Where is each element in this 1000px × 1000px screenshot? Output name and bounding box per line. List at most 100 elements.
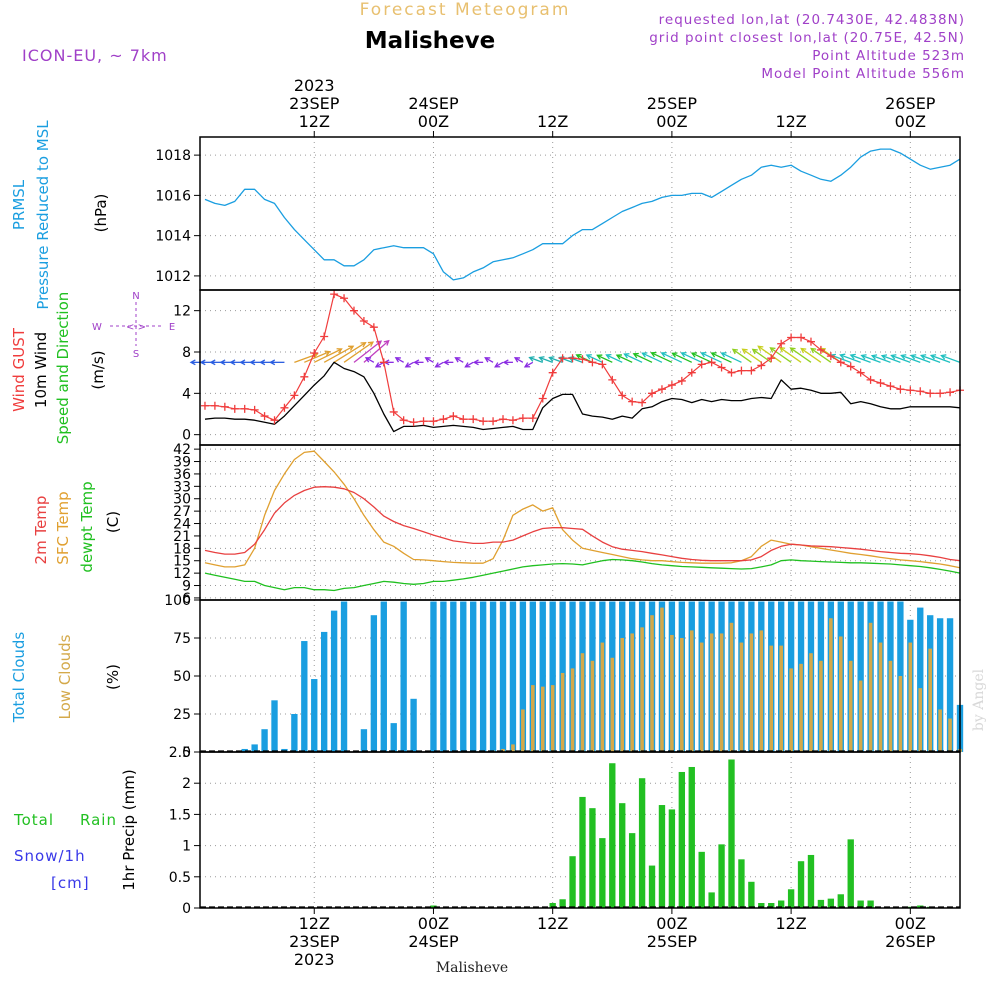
wind-direction-arrow (810, 348, 832, 363)
wind-gust-marker (459, 415, 468, 424)
y-tick-label: 36 (173, 467, 191, 483)
wind-direction-arrow (395, 357, 404, 363)
bottom-time-label: 2023 (294, 950, 335, 969)
low-cloud-bar (560, 672, 565, 752)
low-cloud-bar (709, 633, 714, 752)
wind-gust-marker (648, 389, 657, 398)
wind-gust-marker (667, 381, 676, 390)
wind-gust-marker (320, 332, 329, 341)
rain-bar (718, 844, 725, 908)
y-tick-label: 9 (182, 579, 191, 595)
wind-direction-arrowhead (870, 354, 878, 360)
total-cloud-bar (390, 723, 397, 752)
wind-y-ticks: 0 4 8 12 (173, 304, 200, 444)
y-tick-label: 100 (164, 593, 191, 609)
wind-direction-arrow (691, 352, 712, 363)
wind-gust-marker (896, 385, 905, 394)
low-cloud-bar (600, 642, 605, 752)
wind-panel: 0 4 8 12 Wind GUST 10m Wind Speed and Direc… (10, 290, 964, 445)
wind-direction-arrowhead (720, 352, 727, 358)
wind-direction-arrowhead (219, 359, 226, 366)
y-tick-label: 1018 (155, 148, 191, 164)
compass-north: N (132, 291, 139, 302)
wind-direction-arrowhead (596, 354, 603, 360)
wind-gust-marker (717, 363, 726, 372)
wind-direction-arrowhead (605, 354, 612, 360)
wind-gust-marker (926, 389, 935, 398)
compass-west: W (92, 322, 102, 333)
wind-direction-arrow (681, 352, 702, 363)
wind-gust-marker (528, 414, 537, 423)
clouds-label-total: Total Clouds (10, 632, 28, 724)
y-tick-label: 0 (182, 428, 191, 444)
wind-gust-marker (806, 337, 815, 346)
total-cloud-bar (549, 601, 556, 752)
low-cloud-bar (640, 627, 644, 752)
low-cloud-bar (670, 634, 674, 752)
y-tick-label: 39 (173, 455, 191, 471)
wind-direction-arrow (732, 348, 752, 363)
wind-gust-marker (240, 404, 249, 413)
wind-gust-marker (340, 294, 349, 303)
wind-direction-arrowhead (731, 348, 738, 355)
wind-direction-arrow (881, 355, 901, 363)
precip-bars (200, 759, 960, 908)
total-cloud-bar (479, 601, 487, 752)
wind-direction-arrowhead (940, 354, 947, 360)
total-cloud-bar (946, 618, 954, 752)
wind-direction-arrowhead (472, 359, 479, 366)
wind-gust-marker (300, 372, 309, 381)
model-label: ICON-EU, ~ 7km (22, 46, 168, 65)
wind-gust-marker (230, 404, 239, 413)
wind-direction-arrowhead (641, 352, 648, 358)
wind-direction-arrow (721, 352, 742, 363)
wind-direction-arrowhead (434, 362, 441, 368)
wind-direction-arrowhead (623, 353, 630, 359)
precip-label-total: Total (13, 811, 54, 829)
wind-direction-arrow (365, 357, 375, 363)
wind-gust-marker (200, 401, 209, 410)
low-cloud-bar (878, 642, 883, 752)
wind-gust-marker (946, 388, 955, 397)
wind-gust-marker (856, 368, 865, 377)
low-cloud-bar (540, 686, 545, 752)
total-cloud-bar (936, 618, 944, 752)
top-time-label: 2023 (294, 76, 335, 95)
wind-direction-arrowhead (348, 345, 355, 351)
low-cloud-bar (918, 688, 923, 752)
temp-label-dewpt: dewpt Temp (78, 481, 96, 572)
wind-direction-arrow (455, 357, 464, 363)
wind-direction-arrowhead (751, 348, 758, 355)
wind-direction-arrowhead (199, 359, 206, 366)
wind-direction-arrow (606, 354, 623, 363)
low-cloud-bar (570, 668, 575, 752)
wind-gust-marker (538, 394, 547, 403)
bottom-time-label: 24SEP (408, 932, 459, 951)
wind-direction-arrow (921, 354, 941, 363)
wind-gust-marker (469, 415, 478, 424)
wind-direction-arrow (425, 357, 434, 363)
wind-gust-marker (598, 360, 607, 369)
low-cloud-bar (769, 645, 774, 752)
wind-speed-line (204, 361, 961, 433)
rain-bar (738, 859, 745, 908)
precip-panel: 0 0.5 1 1.5 2 2.5 Total Rain Snow/1h [cm] 1hr… (13, 745, 960, 917)
wind-gust-marker (936, 389, 945, 398)
total-cloud-bar (251, 744, 258, 752)
wind-label-gust: Wind GUST (10, 327, 28, 412)
wind-direction-arrow (779, 347, 802, 363)
pressure-panel: 1012 1014 1016 1018 PRMSL Pressure Reduced … (10, 120, 961, 310)
precip-y-ticks: 0 0.5 1 1.5 2 2.5 (169, 745, 200, 917)
wind-label-direction: Speed and Direction (54, 292, 72, 445)
low-cloud-bar (759, 630, 764, 752)
temp-label-2m: 2m Temp (32, 496, 50, 565)
wind-gust-marker (657, 385, 666, 394)
clouds-label-low: Low Clouds (56, 634, 74, 719)
wind-direction-arrow (524, 361, 534, 368)
wind-direction-arrow (911, 354, 931, 363)
wind-direction-arrow (757, 345, 782, 363)
wind-direction-arrowhead (239, 359, 246, 366)
wind-direction-arrowhead (442, 359, 450, 366)
wind-direction-arrowhead (575, 354, 582, 360)
wind-gust-marker (886, 382, 895, 391)
